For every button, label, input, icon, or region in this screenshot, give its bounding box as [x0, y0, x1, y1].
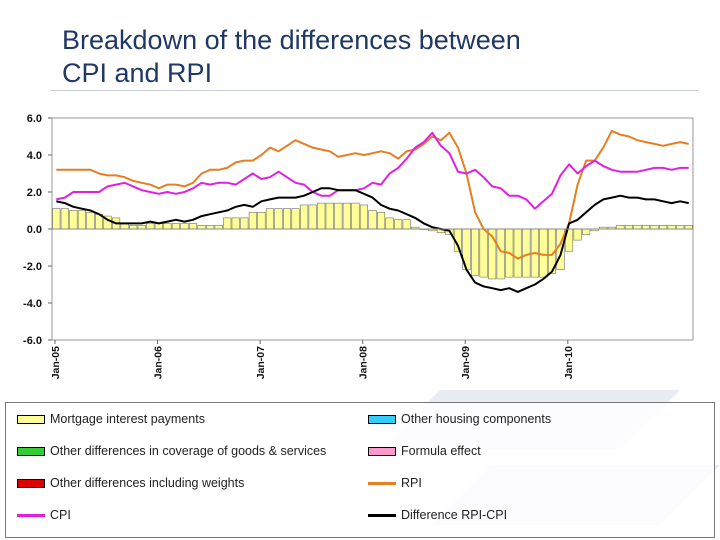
bar: [342, 202, 351, 230]
legend-label: CPI: [50, 508, 71, 522]
legend-swatch: [368, 415, 396, 424]
slide-title-line-1: Breakdown of the differences between: [62, 25, 521, 55]
bar: [265, 208, 274, 230]
legend-label: Other differences in coverage of goods &…: [50, 444, 327, 458]
bar: [137, 225, 146, 230]
bar: [188, 223, 198, 230]
bar: [676, 225, 685, 230]
legend-label: Formula effect: [401, 444, 481, 458]
bar: [394, 219, 403, 230]
bar: [197, 225, 206, 230]
bar: [283, 208, 292, 230]
y-tick-label: 2.0: [27, 187, 42, 199]
series-line: [56, 187, 689, 293]
bar: [77, 210, 86, 230]
bar: [214, 225, 223, 230]
bar: [274, 208, 283, 230]
legend-label: Other housing components: [401, 412, 552, 426]
bar: [402, 219, 411, 230]
bar: [300, 204, 309, 230]
bar: [308, 204, 317, 230]
legend-label: Other differences including weights: [50, 476, 245, 490]
legend-swatch: [17, 447, 45, 456]
y-tick-label: -6.0: [23, 335, 42, 347]
bar: [163, 223, 172, 230]
y-tick-label: 4.0: [27, 150, 42, 162]
bar: [684, 225, 693, 230]
legend-swatch: [17, 514, 45, 517]
legend-label: RPI: [401, 476, 422, 490]
x-tick-label: Jan-05: [50, 346, 62, 379]
title-divider: [50, 90, 698, 91]
y-tick-label: 6.0: [27, 113, 42, 125]
bar: [317, 202, 326, 230]
legend-swatch: [368, 514, 396, 517]
y-tick-label: -2.0: [23, 261, 42, 273]
bar: [616, 225, 625, 230]
bars-layer: [52, 202, 693, 280]
y-tick-label: 0.0: [27, 224, 42, 236]
bar: [223, 217, 232, 230]
bar: [248, 212, 257, 230]
bar: [240, 217, 249, 230]
bar: [257, 212, 266, 230]
bar: [146, 223, 155, 230]
bar: [377, 212, 386, 230]
bar: [667, 225, 676, 230]
x-tick-label: Jan-10: [563, 346, 575, 379]
legend: Mortgage interest payments Other housing…: [5, 402, 715, 538]
bar: [539, 228, 548, 278]
y-axis: 6.0 4.0 2.0 0.0 -2.0 -4.0 -6.0: [23, 113, 693, 347]
legend-swatch: [368, 482, 396, 485]
bar: [325, 202, 334, 230]
lines-layer: [56, 129, 689, 293]
bar: [334, 202, 343, 230]
bar: [513, 228, 522, 278]
bar: [52, 208, 61, 230]
bar: [206, 225, 215, 230]
slide-title: Breakdown of the differences between CPI…: [62, 24, 682, 90]
bar: [650, 225, 659, 230]
bar: [385, 217, 394, 230]
bar: [582, 228, 591, 235]
legend-swatch: [17, 415, 45, 424]
bar: [624, 225, 633, 230]
legend-swatch: [17, 479, 45, 488]
y-tick-label: -4.0: [23, 298, 42, 310]
bar: [471, 228, 480, 276]
x-tick-label: Jan-08: [358, 346, 370, 379]
bar: [659, 225, 668, 230]
bar: [573, 228, 582, 241]
bar: [522, 228, 531, 278]
bar: [368, 210, 377, 230]
x-tick-label: Jan-06: [153, 346, 165, 379]
legend-label: Mortgage interest payments: [50, 412, 205, 426]
x-axis: Jan-05 Jan-06 Jan-07 Jan-08 Jan-09 Jan-10: [50, 340, 575, 379]
bar: [129, 225, 138, 230]
slide-title-line-2: CPI and RPI: [62, 58, 213, 88]
x-tick-label: Jan-07: [255, 346, 267, 379]
bar: [69, 210, 78, 230]
x-tick-label: Jan-09: [460, 346, 472, 379]
bar: [641, 225, 651, 230]
bar: [86, 212, 95, 230]
legend-label: Difference RPI-CPI: [401, 508, 508, 522]
bar: [180, 223, 189, 230]
bar: [633, 225, 642, 230]
bar: [351, 202, 360, 230]
bar: [231, 217, 240, 230]
bar: [291, 208, 300, 230]
bar: [479, 228, 488, 278]
series-line: [56, 131, 689, 210]
bar: [359, 204, 368, 230]
legend-swatch: [368, 447, 396, 456]
chart: 6.04.02.00.0-2.0-4.0-6.0 Jan-05 Jan-06 Jan…: [23, 113, 694, 379]
bar: [171, 223, 180, 230]
bar: [496, 228, 505, 280]
bar: [60, 208, 69, 230]
